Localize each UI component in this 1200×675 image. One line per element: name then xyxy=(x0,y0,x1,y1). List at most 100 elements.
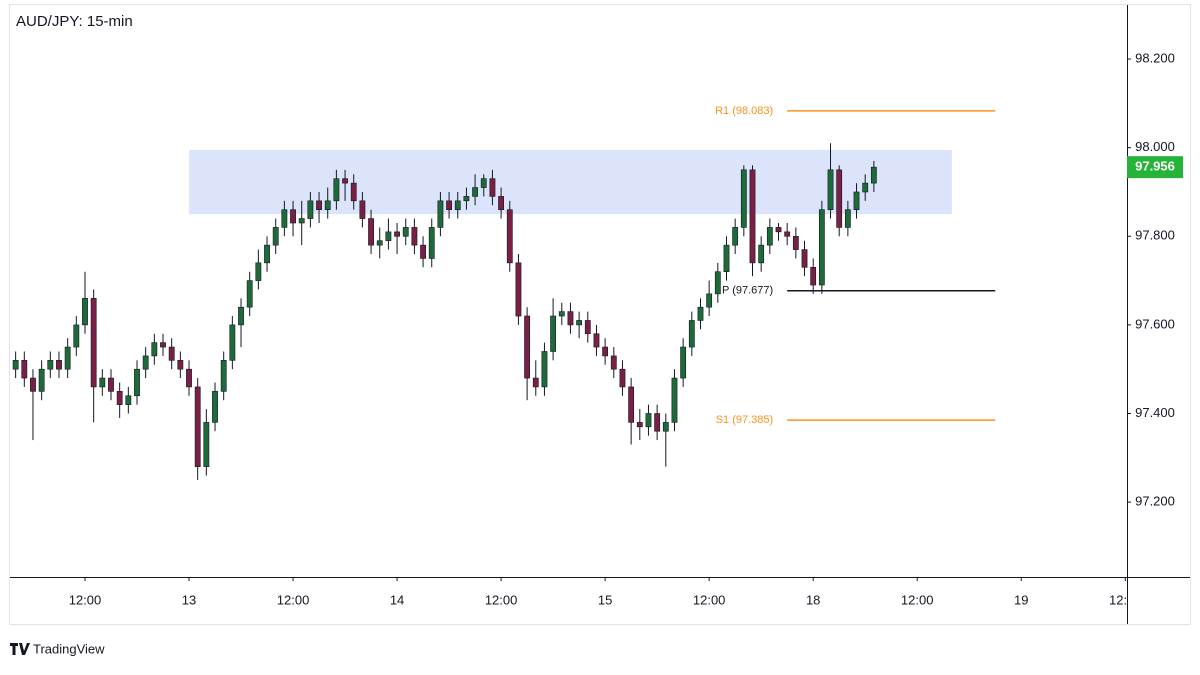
candle-body xyxy=(489,178,496,197)
candle-body xyxy=(420,244,426,259)
candle-body xyxy=(472,187,478,197)
x-tick-label: 12:00 xyxy=(69,592,102,607)
candle-body xyxy=(688,320,695,348)
candle-body xyxy=(73,324,80,348)
candle-body xyxy=(212,391,218,423)
level-label: P (97.677) xyxy=(722,285,773,297)
candle-body xyxy=(38,368,45,392)
candle-body xyxy=(186,368,192,388)
brand: TradingView xyxy=(10,641,105,656)
candle-body xyxy=(749,169,756,264)
candle-body xyxy=(64,346,71,370)
candle-body xyxy=(628,386,635,423)
candle-body xyxy=(498,196,504,210)
candle-body xyxy=(220,360,227,392)
y-tick-label: 98.000 xyxy=(1135,139,1175,154)
candle-body xyxy=(827,169,834,210)
candle-body xyxy=(272,227,279,246)
candle-body xyxy=(697,306,704,321)
candle-body xyxy=(619,368,626,388)
candle-body xyxy=(801,249,808,268)
x-tick-label: 13 xyxy=(182,592,196,607)
candle-body xyxy=(610,355,617,370)
level-label: S1 (97.385) xyxy=(716,414,773,426)
x-tick-label: 12:00 xyxy=(485,592,518,607)
candle-body xyxy=(766,227,773,246)
candle-body xyxy=(671,377,678,423)
y-tick-label: 98.200 xyxy=(1135,50,1175,65)
candle-body xyxy=(411,227,418,246)
candle-body xyxy=(853,191,860,210)
candle-body xyxy=(480,178,487,188)
candle-body xyxy=(333,178,340,202)
candle-body xyxy=(316,200,322,210)
candle-body xyxy=(342,178,348,184)
candle-body xyxy=(775,227,782,233)
candle-body xyxy=(862,182,869,193)
y-tick-label: 97.600 xyxy=(1135,316,1175,331)
frame xyxy=(9,4,1191,625)
candle-body xyxy=(281,209,288,228)
candle-body xyxy=(368,218,374,246)
candle-body xyxy=(844,209,851,228)
candle-body xyxy=(740,169,747,228)
candle-body xyxy=(82,298,88,326)
y-tick-label: 97.200 xyxy=(1135,494,1175,509)
candle-body xyxy=(541,351,548,388)
x-tick-label: 15 xyxy=(598,592,612,607)
candle-body xyxy=(454,200,461,210)
candle-body xyxy=(116,391,123,405)
candle-body xyxy=(324,200,331,210)
candle-body xyxy=(160,342,166,348)
candle-body xyxy=(732,227,739,246)
candle-body xyxy=(680,346,687,379)
candle-body xyxy=(810,266,817,286)
candle-body xyxy=(56,360,62,370)
candle-body xyxy=(446,200,452,210)
candle-body xyxy=(151,342,158,357)
candle-body xyxy=(350,182,357,202)
candle-body xyxy=(654,413,661,432)
candle-body xyxy=(593,333,600,348)
candle-body xyxy=(818,209,825,286)
candle-body xyxy=(298,218,305,224)
candle-body xyxy=(47,360,54,370)
candle-body xyxy=(870,166,877,184)
candle-body xyxy=(90,298,97,388)
candle-body xyxy=(463,196,470,202)
candle-body xyxy=(714,271,721,295)
candle-body xyxy=(203,422,210,467)
candle-body xyxy=(359,200,366,219)
level-label: R1 (98.083) xyxy=(715,105,773,117)
candle-body xyxy=(792,235,799,250)
candle-body xyxy=(246,280,253,308)
candle-body xyxy=(506,209,513,264)
x-tick-label: 12:00 xyxy=(277,592,310,607)
candle-body xyxy=(576,320,583,326)
candle-body xyxy=(558,311,565,317)
x-tick-label: 18 xyxy=(806,592,820,607)
chart-title: AUD/JPY: 15-min xyxy=(16,13,133,30)
last-price-box xyxy=(1127,156,1183,179)
x-tick-label: 12:00 xyxy=(901,592,934,607)
candle-body xyxy=(238,306,244,326)
candle-body xyxy=(229,324,236,361)
x-tick-label: 12:00 xyxy=(1109,592,1142,607)
candle-body xyxy=(706,293,713,308)
x-tick-label: 19 xyxy=(1014,592,1028,607)
candle-body xyxy=(30,377,36,392)
candle-body xyxy=(142,355,149,370)
x-tick-label: 12:00 xyxy=(693,592,726,607)
y-tick-label: 97.800 xyxy=(1135,228,1175,243)
candle-body xyxy=(402,227,409,237)
candle-body xyxy=(385,231,392,242)
candle-body xyxy=(168,346,175,361)
candle-body xyxy=(12,360,19,370)
candle-body xyxy=(134,368,140,397)
candle-body xyxy=(108,377,114,392)
candle-body xyxy=(550,315,557,352)
candle-body xyxy=(758,244,765,264)
x-tick-labels: 12:00 13 12:00 14 12:00 15 12:00 18 12:00 19 12:00 xyxy=(69,592,1142,607)
candle-body xyxy=(428,227,435,259)
